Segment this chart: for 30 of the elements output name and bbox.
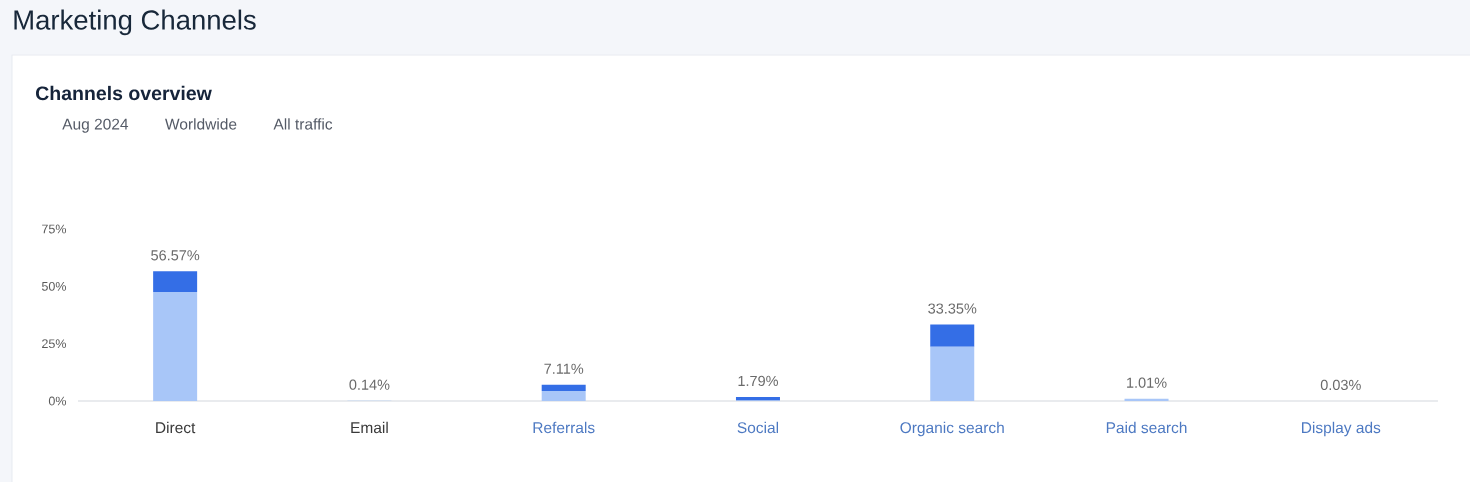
text: Worldwide <box>165 118 237 130</box>
bar <box>153 292 198 401</box>
total-label: 56.57% <box>151 250 200 261</box>
x-tick-label: Social <box>737 421 779 434</box>
bar <box>930 324 975 347</box>
x-tick-label: Display ads <box>1302 421 1381 437</box>
y-tick-label: 50% <box>41 281 67 291</box>
total-label: 0.03% <box>1320 379 1361 391</box>
x-tick-label: Paid search <box>1106 421 1187 434</box>
y-tick-label: 0% <box>48 396 67 406</box>
y-tick-label: 25% <box>42 339 67 349</box>
total-label: 0.14% <box>349 379 390 390</box>
bar <box>930 346 975 401</box>
x-tick-label: Email <box>351 421 388 434</box>
chart-title: Marketing Channels <box>14 9 256 36</box>
total-label: 1.79% <box>738 375 779 387</box>
total-label: 1.01% <box>1127 377 1167 388</box>
total-label: 7.11% <box>544 363 584 374</box>
bar <box>541 390 586 401</box>
bar <box>153 271 198 293</box>
total-label: 33.35% <box>928 303 977 314</box>
bar <box>541 384 586 391</box>
x-tick-label: Referrals <box>533 421 595 434</box>
text: Aug 2024 <box>62 118 129 133</box>
bar <box>735 396 780 401</box>
x-tick-label: Direct <box>156 421 196 434</box>
y-tick-label: 75% <box>42 224 67 234</box>
chart-subtitle: Channels overview <box>36 85 212 101</box>
text: All traffic <box>273 118 333 130</box>
x-tick-label: Organic search <box>900 421 1004 437</box>
